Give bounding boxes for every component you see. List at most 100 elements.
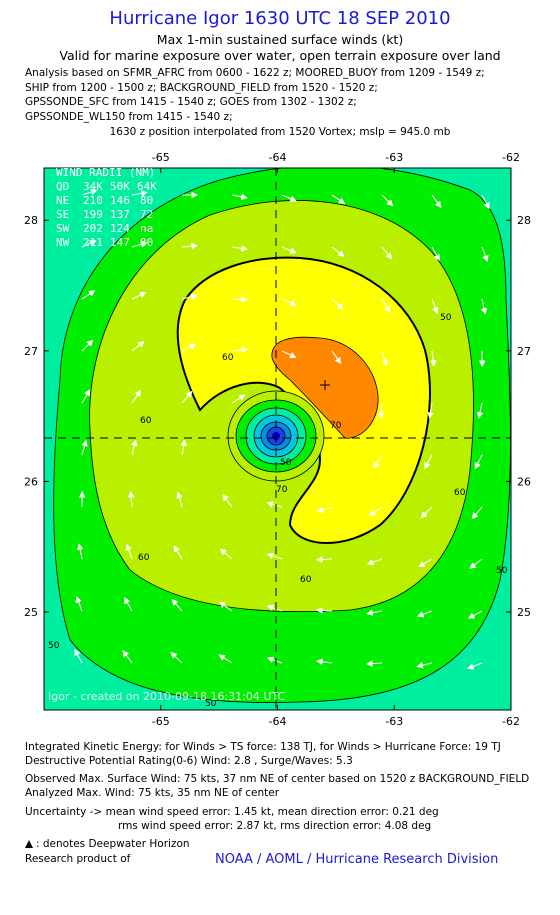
contour-label: 70 xyxy=(276,485,288,495)
position-note: 1630 z position interpolated from 1520 V… xyxy=(109,126,451,138)
contour-label: 60 xyxy=(454,488,466,498)
contour-label: 50 xyxy=(280,458,292,468)
wind-vectors xyxy=(74,188,490,670)
dpr-line: Destructive Potential Rating(0-6) Wind: … xyxy=(25,755,353,767)
wind-vector-arrow xyxy=(480,298,488,315)
contour-label: 50 xyxy=(440,313,452,323)
wind-radii-header-50k: 50K xyxy=(110,180,130,193)
wind-vector-arrow xyxy=(481,246,489,263)
wind-radii-cell: NE xyxy=(56,194,69,207)
lat-tick-label-left: 26 xyxy=(24,475,38,488)
wind-vector-arrow xyxy=(266,604,283,612)
wind-radii-header-34k: 34K xyxy=(83,180,103,193)
lon-tick-label-bottom: -64 xyxy=(269,715,287,728)
wind-vector-arrow xyxy=(131,190,148,197)
lon-tick-label-bottom: -63 xyxy=(385,715,403,728)
wind-vector-arrow xyxy=(266,501,283,508)
wind-vector-arrow xyxy=(281,298,297,306)
wind-vector-arrow xyxy=(176,491,183,508)
wind-vector-arrow xyxy=(74,648,83,664)
wind-contours xyxy=(44,168,511,710)
wind-radii-row: SW 202 124 na xyxy=(56,222,153,235)
wind-vector-arrow xyxy=(127,490,135,508)
analysis-line: GPSSONDE_SFC from 1415 - 1540 z; GOES fr… xyxy=(25,96,357,108)
wind-vector-arrow xyxy=(81,188,98,196)
wind-vector-arrow xyxy=(222,494,233,508)
deepwater-triangle-icon xyxy=(25,840,33,848)
wind-vector-arrow xyxy=(469,558,483,569)
lon-tick-label-top: -64 xyxy=(269,151,287,164)
wind-radii-row: SE 199 137 72 xyxy=(56,208,153,221)
wind-vector-arrow xyxy=(418,558,433,568)
lon-tick-label-bottom: -62 xyxy=(502,715,520,728)
validity-note: Valid for marine exposure over water, op… xyxy=(59,48,501,63)
wind-vector-arrow xyxy=(427,402,434,419)
wind-field-map: 50 60 60 60 60 70 50 50 60 50 70 50 -65 -65 -64 -64 -63… xyxy=(24,151,531,728)
wind-radii-table: WIND RADII (NM) QD 34K 50K 64K NE 210 14… xyxy=(56,166,157,249)
wind-vector-arrow xyxy=(180,439,187,456)
lat-tick-label-right: 28 xyxy=(517,214,531,227)
wind-vector-arrow xyxy=(171,598,183,612)
lon-tick-label-top: -62 xyxy=(502,151,520,164)
wind-vector-arrow xyxy=(75,595,83,612)
contour-label: 70 xyxy=(330,421,342,431)
contour-label: 60 xyxy=(138,553,150,563)
wind-radii-cell: 210 xyxy=(83,194,103,207)
deepwater-text: : denotes Deepwater Horizon xyxy=(36,838,190,850)
lat-tick-label-right: 25 xyxy=(517,606,531,619)
wind-vector-arrow xyxy=(476,402,484,419)
wind-vector-arrow xyxy=(416,610,433,618)
wind-vector-arrow xyxy=(431,246,440,262)
analysis-sources: Analysis based on SFMR_AFRC from 0600 - … xyxy=(25,66,485,124)
axis-ticks: -65 -65 -64 -64 -63 -63 -62 -62 28 28 27 27 26 26 25 25 xyxy=(24,151,531,728)
wind-vector-arrow xyxy=(331,350,342,365)
lat-tick-label-left: 25 xyxy=(24,606,38,619)
wind-vector-arrow xyxy=(381,298,391,313)
contour-label: 60 xyxy=(222,353,234,363)
lat-tick-label-right: 26 xyxy=(517,475,531,488)
wind-vector-arrow xyxy=(331,194,346,205)
creation-watermark: Igor - created on 2010-09-18 16:31:04 UT… xyxy=(48,690,285,703)
wind-vector-arrow xyxy=(381,194,394,207)
wind-vector-arrow xyxy=(365,660,383,667)
wind-vector-arrow xyxy=(173,545,183,560)
max-wind-marker xyxy=(320,380,330,390)
map-subtitle: Max 1-min sustained surface winds (kt) xyxy=(156,32,404,47)
wind-vector-arrow xyxy=(170,651,183,664)
wind-vector-arrow xyxy=(76,543,84,560)
contour-label: 50 xyxy=(205,699,217,709)
wind-vector-arrow xyxy=(316,658,333,666)
lat-tick-label-left: 28 xyxy=(24,214,38,227)
wind-vector-arrow xyxy=(218,601,233,612)
wind-vector-arrow xyxy=(381,350,389,367)
wind-radii-cell: NW xyxy=(56,236,70,249)
map-title: Hurricane Igor 1630 UTC 18 SEP 2010 xyxy=(109,8,451,29)
wind-vector-arrow xyxy=(81,439,88,456)
noaa-credit-link[interactable]: NOAA / AOML / Hurricane Research Divisio… xyxy=(215,852,499,867)
wind-radii-cell: 80 xyxy=(140,236,153,249)
wind-vector-arrow xyxy=(131,389,142,404)
wind-radii-cell: SE xyxy=(56,208,69,221)
wind-vector-arrow xyxy=(378,402,385,420)
wind-radii-cell: na xyxy=(140,222,153,235)
wind-radii-cell: SW xyxy=(56,222,70,235)
wind-vector-arrow xyxy=(467,610,483,619)
wind-vector-arrow xyxy=(181,293,198,301)
wind-vector-arrow xyxy=(181,390,193,404)
wind-vector-arrow xyxy=(231,394,246,404)
wind-radii-cell: 202 xyxy=(83,222,103,235)
wind-vector-arrow xyxy=(474,454,483,470)
lon-tick-label-top: -63 xyxy=(385,151,403,164)
wind-vector-arrow xyxy=(231,296,249,303)
wind-vector-arrow xyxy=(315,556,333,563)
wind-vector-arrow xyxy=(281,194,297,202)
wind-vector-arrow xyxy=(231,346,249,354)
wind-vector-arrow xyxy=(368,506,383,517)
wind-radii-title: WIND RADII (NM) xyxy=(56,166,155,179)
uncertainty-line-1: Uncertainty -> mean wind speed error: 1.… xyxy=(25,806,439,818)
wind-radii-row: NW 211 147 80 xyxy=(56,236,153,249)
wind-vector-arrow xyxy=(181,242,199,250)
ike-line: Integrated Kinetic Energy: for Winds > T… xyxy=(25,741,501,753)
wind-vector-arrow xyxy=(124,596,133,612)
wind-radii-row: NE 210 146 80 xyxy=(56,194,153,207)
